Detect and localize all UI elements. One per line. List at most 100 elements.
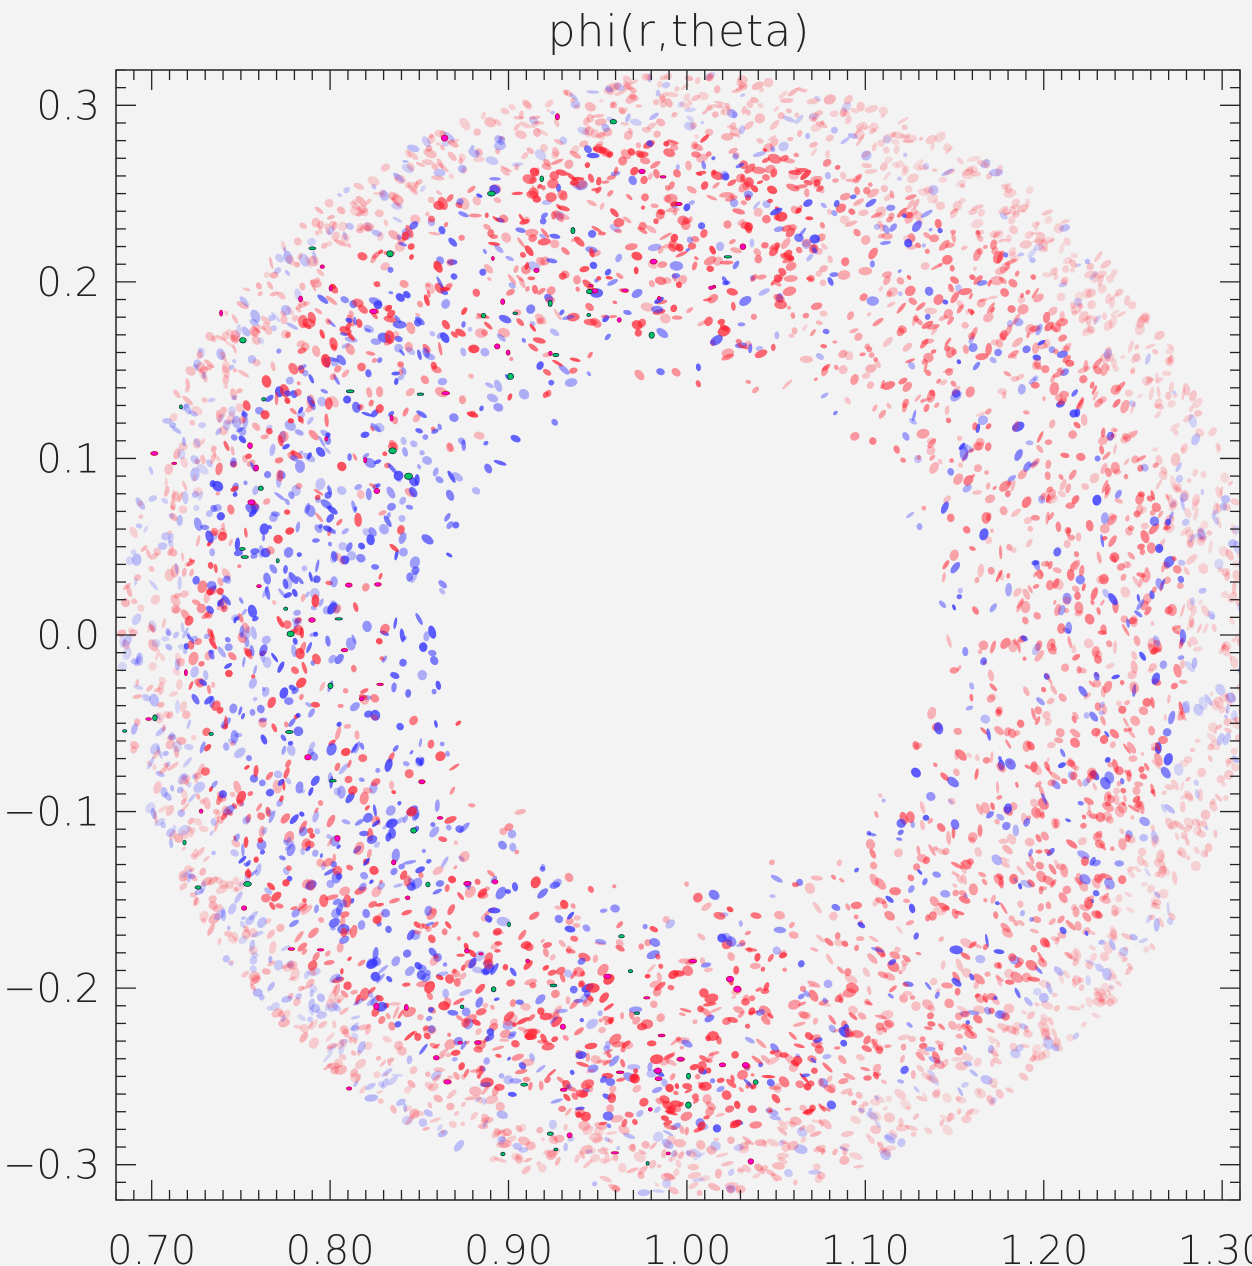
positive-fluctuation-blob xyxy=(1125,515,1130,522)
negative-fluctuation-blob xyxy=(518,388,530,400)
negative-fluctuation-blob xyxy=(425,858,432,864)
negative-fluctuation-blob xyxy=(222,742,230,751)
negative-fluctuation-blob xyxy=(808,1169,822,1175)
negative-fluctuation-blob xyxy=(994,901,1000,906)
negative-fluctuation-blob xyxy=(716,1086,725,1093)
positive-fluctuation-blob xyxy=(1200,849,1209,858)
negative-fluctuation-blob xyxy=(950,819,960,830)
positive-fluctuation-blob xyxy=(1240,698,1248,706)
positive-fluctuation-blob xyxy=(269,271,279,279)
negative-fluctuation-blob xyxy=(238,435,247,444)
positive-fluctuation-blob xyxy=(1126,962,1134,971)
positive-fluctuation-blob xyxy=(809,141,818,148)
negative-fluctuation-blob xyxy=(1212,509,1219,515)
positive-fluctuation-blob xyxy=(1129,681,1140,694)
negative-fluctuation-blob xyxy=(155,726,167,737)
negative-fluctuation-blob xyxy=(327,1002,339,1012)
positive-fluctuation-blob xyxy=(563,1123,568,1131)
positive-fluctuation-blob xyxy=(832,178,839,183)
positive-fluctuation-blob xyxy=(138,514,144,520)
negative-fluctuation-blob xyxy=(422,434,429,440)
positive-fluctuation-blob xyxy=(1232,560,1240,567)
positive-fluctuation-blob xyxy=(514,1068,528,1075)
positive-fluctuation-blob xyxy=(1183,566,1190,576)
positive-fluctuation-blob xyxy=(1061,778,1068,785)
positive-fluctuation-blob xyxy=(382,451,388,457)
negative-fluctuation-blob xyxy=(135,523,143,529)
negative-fluctuation-blob xyxy=(1175,474,1184,484)
negative-fluctuation-blob xyxy=(374,422,385,433)
positive-fluctuation-blob xyxy=(1120,436,1129,444)
positive-fluctuation-blob xyxy=(461,1101,466,1108)
positive-fluctuation-blob xyxy=(886,290,893,298)
positive-fluctuation-blob xyxy=(1213,829,1218,838)
negative-fluctuation-blob xyxy=(1200,488,1204,496)
negative-fluctuation-blob xyxy=(450,273,458,280)
positive-fluctuation-blob xyxy=(984,971,991,977)
positive-fluctuation-blob xyxy=(1208,722,1218,733)
positive-fluctuation-blob xyxy=(680,1111,693,1121)
positive-fluctuation-blob xyxy=(1120,355,1126,360)
positive-fluctuation-blob xyxy=(971,204,984,211)
negative-fluctuation-blob xyxy=(881,798,886,803)
positive-fluctuation-blob xyxy=(827,1083,837,1094)
positive-fluctuation-blob xyxy=(1041,686,1047,693)
positive-fluctuation-blob xyxy=(896,302,906,314)
negative-fluctuation-blob xyxy=(778,141,789,152)
positive-fluctuation-blob xyxy=(507,393,513,401)
negative-fluctuation-blob xyxy=(597,1010,603,1017)
negative-fluctuation-blob xyxy=(369,879,374,884)
positive-fluctuation-blob xyxy=(334,983,341,997)
positive-fluctuation-blob xyxy=(871,1038,880,1051)
positive-fluctuation-blob xyxy=(226,415,238,424)
positive-fluctuation-blob xyxy=(989,683,998,692)
positive-fluctuation-blob xyxy=(641,1140,650,1149)
positive-fluctuation-blob xyxy=(284,397,291,404)
positive-fluctuation-blob xyxy=(552,359,563,367)
positive-fluctuation-blob xyxy=(686,186,697,194)
positive-fluctuation-blob xyxy=(867,953,878,964)
positive-fluctuation-blob xyxy=(208,912,221,925)
positive-fluctuation-blob xyxy=(1058,334,1068,342)
positive-fluctuation-blob xyxy=(1101,479,1109,494)
positive-fluctuation-blob xyxy=(1100,259,1112,269)
negative-fluctuation-blob xyxy=(316,1011,328,1019)
positive-fluctuation-blob xyxy=(973,464,983,473)
positive-fluctuation-blob xyxy=(793,1179,798,1186)
positive-fluctuation-blob xyxy=(712,182,720,189)
positive-fluctuation-blob xyxy=(819,310,828,317)
negative-fluctuation-blob xyxy=(924,1046,936,1052)
positive-fluctuation-blob xyxy=(1122,561,1132,569)
positive-fluctuation-blob xyxy=(799,1125,806,1131)
positive-fluctuation-blob xyxy=(573,915,581,921)
negative-fluctuation-blob xyxy=(738,920,743,927)
positive-fluctuation-blob xyxy=(915,242,922,249)
positive-fluctuation-blob xyxy=(333,1058,344,1068)
positive-fluctuation-blob xyxy=(297,252,303,260)
negative-fluctuation-blob xyxy=(882,224,890,234)
positive-fluctuation-blob xyxy=(889,1129,898,1139)
positive-fluctuation-blob xyxy=(982,756,991,764)
positive-fluctuation-blob xyxy=(1220,642,1227,651)
negative-fluctuation-blob xyxy=(496,333,506,342)
negative-fluctuation-blob xyxy=(652,1131,664,1143)
positive-fluctuation-blob xyxy=(878,409,887,419)
negative-fluctuation-blob xyxy=(504,889,512,894)
negative-fluctuation-blob xyxy=(928,227,933,232)
positive-fluctuation-blob xyxy=(973,275,983,285)
negative-fluctuation-blob xyxy=(288,718,296,727)
negative-fluctuation-blob xyxy=(317,396,327,407)
positive-fluctuation-blob xyxy=(413,1110,425,1117)
positive-fluctuation-blob xyxy=(618,1163,627,1173)
positive-fluctuation-blob xyxy=(906,274,912,280)
positive-fluctuation-blob xyxy=(324,413,329,428)
positive-fluctuation-blob xyxy=(427,1101,433,1109)
positive-fluctuation-blob xyxy=(1055,521,1062,533)
negative-fluctuation-blob xyxy=(430,1070,442,1080)
positive-fluctuation-blob xyxy=(668,181,675,190)
positive-fluctuation-blob xyxy=(1224,694,1233,707)
negative-fluctuation-blob xyxy=(255,863,262,877)
negative-fluctuation-blob xyxy=(203,670,209,681)
positive-fluctuation-blob xyxy=(1234,716,1240,724)
positive-fluctuation-blob xyxy=(787,305,792,310)
